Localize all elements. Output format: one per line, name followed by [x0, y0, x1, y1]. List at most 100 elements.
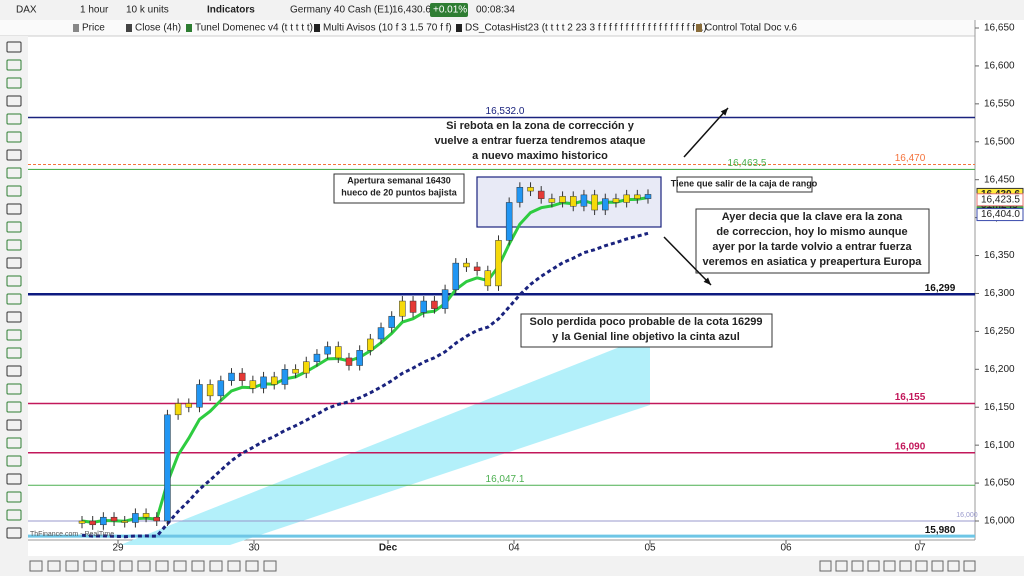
- time-tick-label: 05: [644, 543, 656, 554]
- legend-swatch: [314, 24, 320, 32]
- bottom-icon[interactable]: [963, 560, 976, 572]
- tool-icon[interactable]: [6, 401, 22, 413]
- legend-swatch: [696, 24, 702, 32]
- note-text: Si rebota en la zona de corrección y: [446, 120, 635, 132]
- candle: [100, 516, 107, 526]
- bottom-icon[interactable]: [819, 560, 832, 572]
- tool-icon[interactable]: [6, 59, 22, 71]
- candle: [121, 520, 128, 523]
- candle: [324, 346, 331, 355]
- tool-icon[interactable]: [6, 455, 22, 467]
- toolbar-units[interactable]: 10 k units: [126, 5, 169, 16]
- bottom-icon[interactable]: [119, 560, 133, 572]
- bottom-icon[interactable]: [47, 560, 61, 572]
- tool-icon[interactable]: [6, 329, 22, 341]
- legend-item[interactable]: Price: [82, 23, 105, 34]
- tool-icon[interactable]: [6, 95, 22, 107]
- price-tick-label: 16,050: [984, 478, 1015, 489]
- candle: [580, 194, 588, 207]
- indicators-button[interactable]: Indicators: [207, 5, 255, 16]
- bottom-icon[interactable]: [209, 560, 223, 572]
- level-label: 16,090: [895, 441, 926, 452]
- tool-icon[interactable]: [6, 113, 22, 125]
- candle: [164, 414, 171, 522]
- tool-icon[interactable]: [6, 221, 22, 233]
- tool-icon[interactable]: [6, 131, 22, 143]
- bottom-icon[interactable]: [191, 560, 205, 572]
- tool-icon[interactable]: [6, 41, 22, 53]
- time-tick-label: 07: [914, 543, 926, 554]
- candle: [602, 198, 609, 211]
- price-tag-label: 16,404.0: [981, 209, 1020, 220]
- legend-item[interactable]: Multi Avisos (10 f 3 1.5 70 f f): [323, 23, 452, 34]
- price-tick-label: 16,600: [984, 61, 1015, 72]
- bottom-icon[interactable]: [155, 560, 169, 572]
- target-ribbon: [120, 335, 650, 545]
- price-tick-label: 16,650: [984, 23, 1015, 34]
- tool-icon[interactable]: [6, 167, 22, 179]
- trend-line-slow: [81, 231, 649, 539]
- bottom-icon[interactable]: [915, 560, 928, 572]
- bottom-icon[interactable]: [227, 560, 241, 572]
- bottom-icon[interactable]: [899, 560, 912, 572]
- tool-icon[interactable]: [6, 185, 22, 197]
- tool-icon[interactable]: [6, 437, 22, 449]
- price-tick-label: 16,350: [984, 250, 1015, 261]
- bottom-icon[interactable]: [245, 560, 259, 572]
- tool-icon[interactable]: [6, 203, 22, 215]
- tool-icon[interactable]: [6, 419, 22, 431]
- tool-icon[interactable]: [6, 509, 22, 521]
- tool-icon[interactable]: [6, 149, 22, 161]
- price-tick-label: 16,250: [984, 326, 1015, 337]
- toolbar-symbol[interactable]: DAX: [16, 5, 37, 16]
- bottom-icon[interactable]: [947, 560, 960, 572]
- legend-item[interactable]: Tunel Domenec v4 (t t t t t): [195, 23, 313, 34]
- level-label: 15,980: [925, 525, 956, 536]
- bottom-icon[interactable]: [883, 560, 896, 572]
- time-tick-label: Dec: [379, 543, 398, 554]
- tool-icon[interactable]: [6, 365, 22, 377]
- tool-icon[interactable]: [6, 257, 22, 269]
- tool-icon[interactable]: [6, 275, 22, 287]
- tool-icon[interactable]: [6, 311, 22, 323]
- candle: [132, 513, 139, 523]
- candle: [217, 380, 225, 397]
- candle: [452, 262, 460, 290]
- bottom-icon[interactable]: [263, 560, 277, 572]
- toolbar-timeframe[interactable]: 1 hour: [80, 5, 109, 16]
- tool-icon[interactable]: [6, 77, 22, 89]
- price-tick-label: 16,450: [984, 174, 1015, 185]
- bottom-icon[interactable]: [137, 560, 151, 572]
- legend-item[interactable]: Close (4h): [135, 23, 181, 34]
- bottom-icon[interactable]: [65, 560, 79, 572]
- bottom-icon[interactable]: [173, 560, 187, 572]
- tool-icon[interactable]: [6, 239, 22, 251]
- note-box: [695, 208, 930, 274]
- bottom-icon[interactable]: [851, 560, 864, 572]
- candle: [441, 289, 449, 309]
- bottom-icon[interactable]: [931, 560, 944, 572]
- bottom-icon[interactable]: [29, 560, 43, 572]
- toolbar-change: +0.01%: [433, 5, 467, 16]
- candle: [463, 262, 470, 268]
- bottom-icon[interactable]: [835, 560, 848, 572]
- candle: [313, 353, 321, 362]
- tool-icon[interactable]: [6, 473, 22, 485]
- bottom-icon[interactable]: [83, 560, 97, 572]
- bottom-icon[interactable]: [867, 560, 880, 572]
- tool-icon[interactable]: [6, 293, 22, 305]
- tool-icon[interactable]: [6, 347, 22, 359]
- candle: [110, 516, 118, 522]
- tool-icon[interactable]: [6, 491, 22, 503]
- level-label: 16,532.0: [486, 106, 525, 117]
- note-text: Ayer decia que la clave era la zona: [722, 211, 903, 223]
- legend-item[interactable]: DS_CotasHist23 (t t t t 2 23 3 f f f f f…: [465, 23, 707, 34]
- tool-icon[interactable]: [6, 527, 22, 539]
- legend-item[interactable]: Control Total Doc v.6: [705, 23, 797, 34]
- left-toolbar: [0, 36, 28, 556]
- bottom-icon[interactable]: [101, 560, 115, 572]
- level-label: 16,470: [895, 153, 926, 164]
- tool-icon[interactable]: [6, 383, 22, 395]
